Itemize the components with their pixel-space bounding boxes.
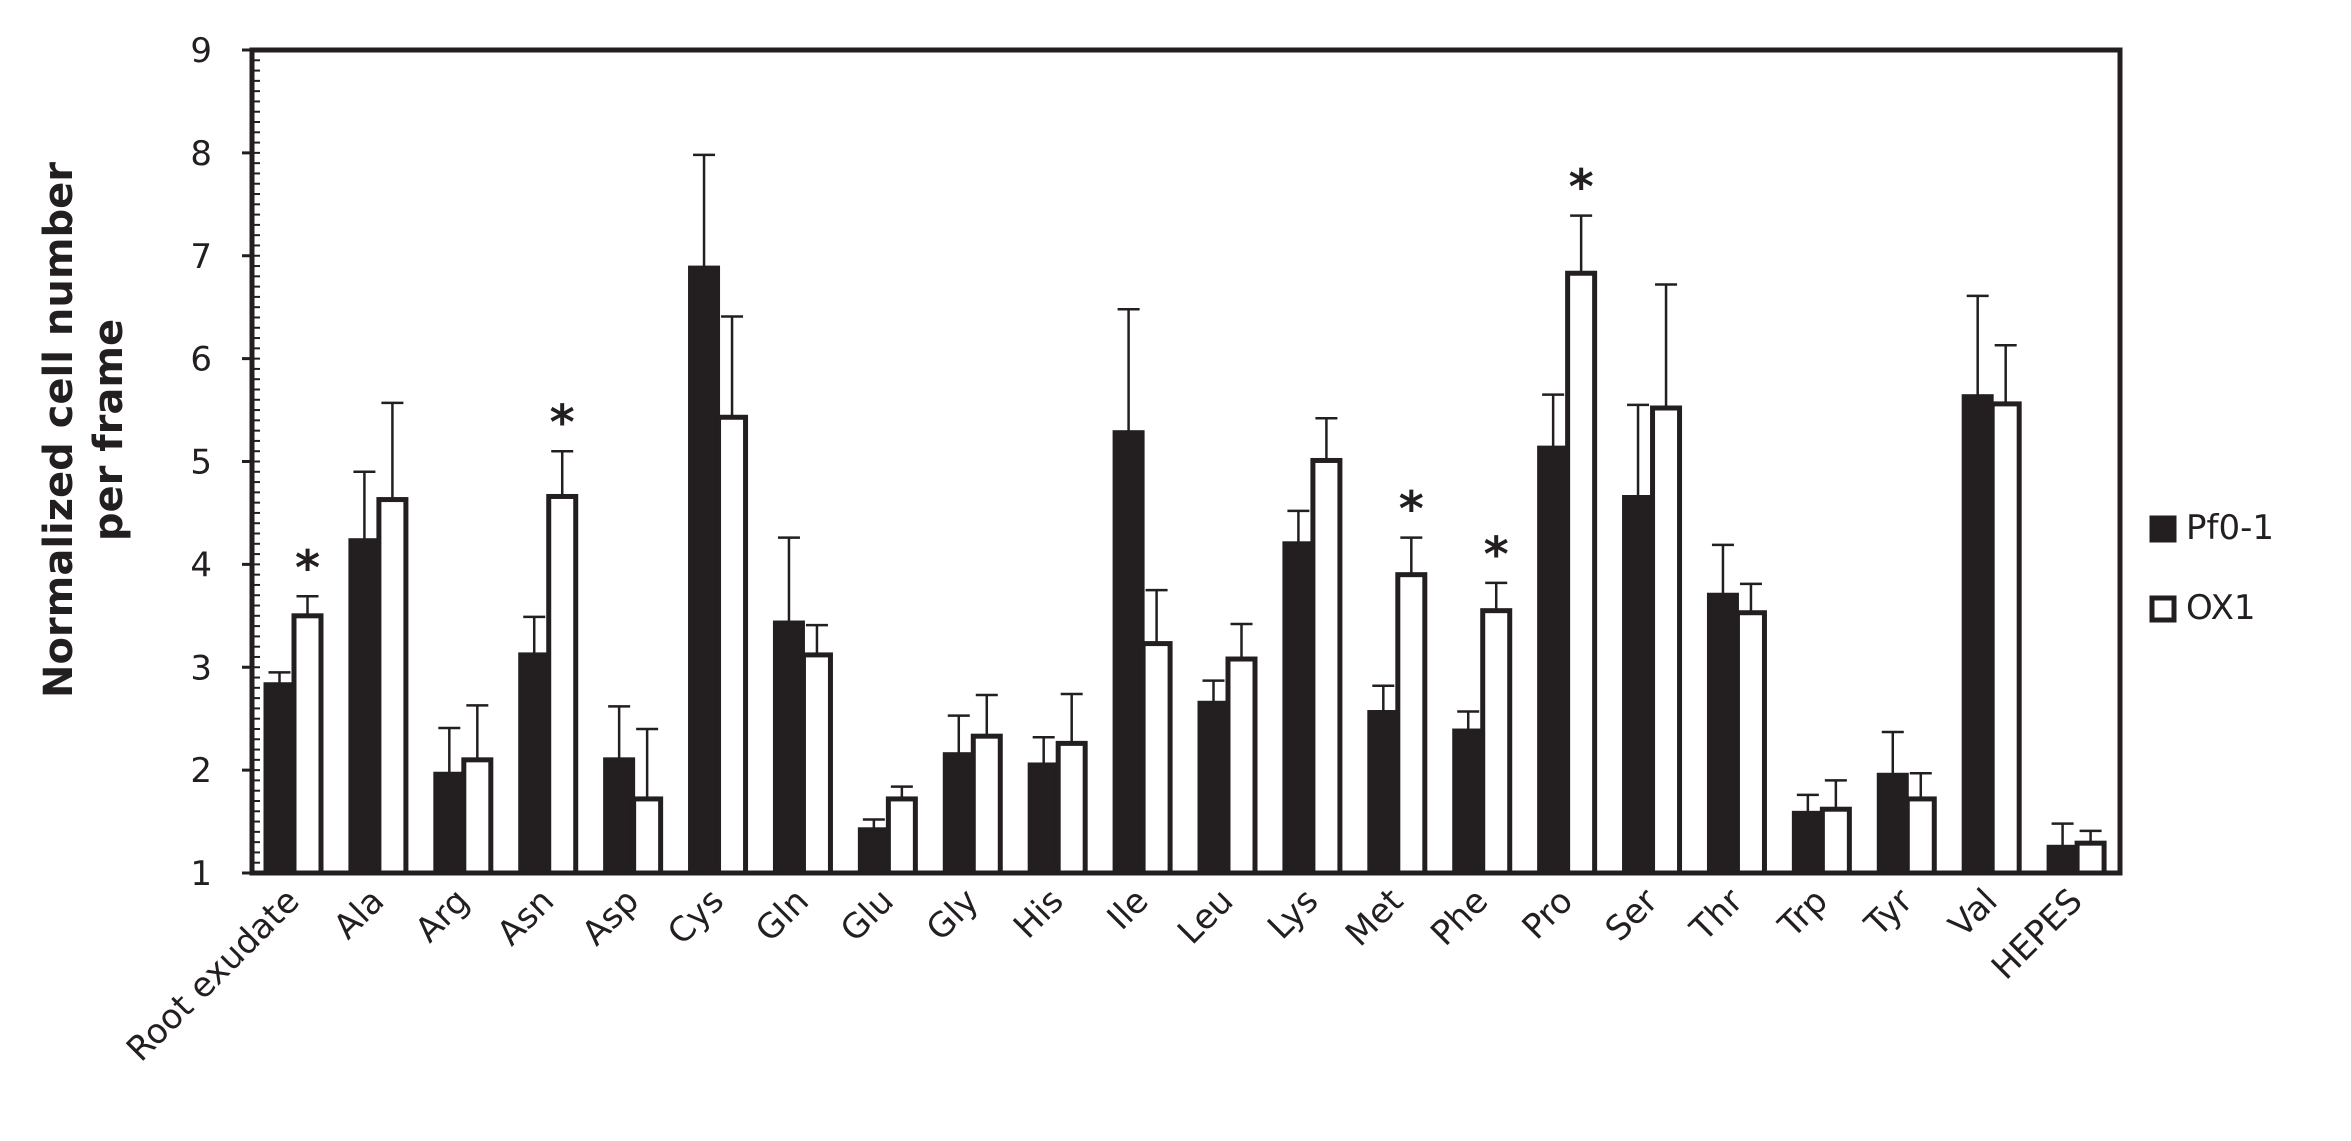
x-label-Ala: Ala — [326, 881, 392, 947]
bar-OX1-Glu — [885, 796, 918, 876]
bar-Pf0-1-Pro — [1537, 445, 1570, 876]
legend-label-OX1: OX1 — [2186, 588, 2256, 628]
bar-OX1-Phe — [1480, 608, 1513, 876]
x-label-Ile: Ile — [1100, 881, 1157, 938]
y-tick-label: 8 — [190, 134, 212, 174]
bar-Pf0-1-Tyr — [1876, 772, 1909, 876]
x-label-Root exudate: Root exudate — [119, 881, 307, 1069]
bar-Pf0-1-Ser — [1622, 495, 1655, 876]
bar-OX1-Ser — [1650, 405, 1683, 876]
bar-Pf0-1-HEPES — [2046, 844, 2079, 876]
bar-Pf0-1-Lys — [1282, 541, 1315, 876]
legend-label-Pf0-1: Pf0-1 — [2186, 508, 2274, 548]
bar-Pf0-1-Asp — [603, 757, 636, 876]
bar-OX1-Thr — [1734, 610, 1767, 876]
bar-OX1-Lys — [1310, 457, 1343, 876]
bar-OX1-HEPES — [2074, 840, 2107, 876]
significance-star-Asn: * — [550, 395, 575, 451]
x-label-Cys: Cys — [660, 881, 732, 953]
y-tick-label: 9 — [190, 31, 212, 71]
x-label-HEPES: HEPES — [1984, 881, 2091, 988]
bar-Pf0-1-Asn — [518, 652, 551, 876]
bar-Pf0-1-Root exudate — [263, 682, 296, 876]
significance-star-Phe: * — [1484, 527, 1509, 583]
bar-Pf0-1-Glu — [857, 827, 890, 876]
y-tick-label: 6 — [190, 340, 212, 380]
bar-OX1-Ala — [376, 497, 409, 876]
x-label-Lys: Lys — [1260, 881, 1326, 947]
y-tick-label: 3 — [190, 648, 212, 688]
bar-OX1-Gly — [970, 733, 1003, 876]
x-label-Val: Val — [1941, 881, 2005, 945]
x-label-Asn: Asn — [490, 881, 563, 954]
bar-OX1-Pro — [1565, 270, 1598, 876]
bar-Pf0-1-Ala — [348, 538, 381, 876]
x-label-Glu: Glu — [833, 881, 902, 950]
bar-OX1-Cys — [716, 414, 749, 876]
y-axis-label-line-2: per frame — [86, 319, 132, 541]
bar-Pf0-1-Ile — [1112, 430, 1145, 876]
y-tick-label: 5 — [190, 443, 212, 483]
bar-OX1-Asp — [631, 796, 664, 876]
x-label-Tyr: Tyr — [1857, 881, 1921, 945]
bar-OX1-Trp — [1819, 806, 1852, 876]
legend: Pf0-1 OX1 — [2149, 508, 2274, 628]
y-tick-label: 2 — [190, 751, 212, 791]
bar-OX1-Leu — [1225, 656, 1258, 876]
legend-swatch-OX1 — [2149, 595, 2177, 623]
bar-Pf0-1-Gln — [772, 620, 805, 876]
bar-OX1-His — [1055, 740, 1088, 876]
y-tick-label: 1 — [190, 854, 212, 894]
bar-OX1-Val — [1989, 401, 2022, 876]
bar-Pf0-1-His — [1027, 762, 1060, 876]
x-label-Arg: Arg — [408, 881, 477, 950]
y-tick-label: 7 — [190, 237, 212, 277]
significance-star-Met: * — [1399, 482, 1424, 538]
bar-OX1-Met — [1395, 572, 1428, 876]
significance-star-Pro: * — [1569, 160, 1594, 216]
x-label-Asp: Asp — [574, 881, 647, 954]
x-label-Phe: Phe — [1423, 881, 1496, 954]
x-label-Gln: Gln — [748, 881, 817, 950]
bar-Pf0-1-Thr — [1706, 592, 1739, 876]
bar-OX1-Gln — [800, 652, 833, 876]
x-axis-labels: Root exudate Ala Arg Asn Asp Cys Gln Glu Gly His I… — [119, 881, 2091, 1069]
bar-Pf0-1-Arg — [433, 771, 466, 876]
legend-swatch-Pf0-1 — [2149, 515, 2177, 543]
x-label-Leu: Leu — [1170, 881, 1241, 952]
x-label-Thr: Thr — [1682, 881, 1751, 950]
bar-OX1-Root exudate — [291, 613, 324, 876]
x-label-Trp: Trp — [1770, 881, 1835, 946]
bar-Pf0-1-Val — [1961, 394, 1994, 876]
y-axis-label-line-1: Normalized cell number — [36, 162, 82, 698]
x-label-Met: Met — [1338, 881, 1411, 954]
bar-Pf0-1-Met — [1367, 710, 1400, 876]
error-bars — [268, 153, 2102, 848]
x-label-Gly: Gly — [919, 881, 987, 949]
y-axis-label: Normalized cell number per frame — [36, 162, 132, 698]
bar-Pf0-1-Trp — [1791, 810, 1824, 876]
bar-Pf0-1-Leu — [1197, 700, 1230, 876]
axes: 1 2 3 4 5 6 7 8 9 — [190, 31, 2123, 894]
bar-OX1-Asn — [546, 493, 579, 876]
bar-Pf0-1-Phe — [1452, 728, 1485, 876]
bar-OX1-Ile — [1140, 641, 1173, 876]
bar-OX1-Arg — [461, 757, 494, 876]
bar-Pf0-1-Cys — [688, 265, 721, 876]
x-label-Pro: Pro — [1515, 881, 1581, 947]
bars — [263, 265, 2107, 876]
bar-Pf0-1-Gly — [942, 752, 975, 876]
significance-markers: * * * * * — [295, 160, 1594, 597]
y-tick-label: 4 — [190, 545, 212, 585]
significance-star-Root exudate: * — [295, 540, 320, 596]
x-label-Ser: Ser — [1598, 881, 1666, 949]
x-label-His: His — [1006, 881, 1072, 947]
bar-OX1-Tyr — [1904, 796, 1937, 876]
